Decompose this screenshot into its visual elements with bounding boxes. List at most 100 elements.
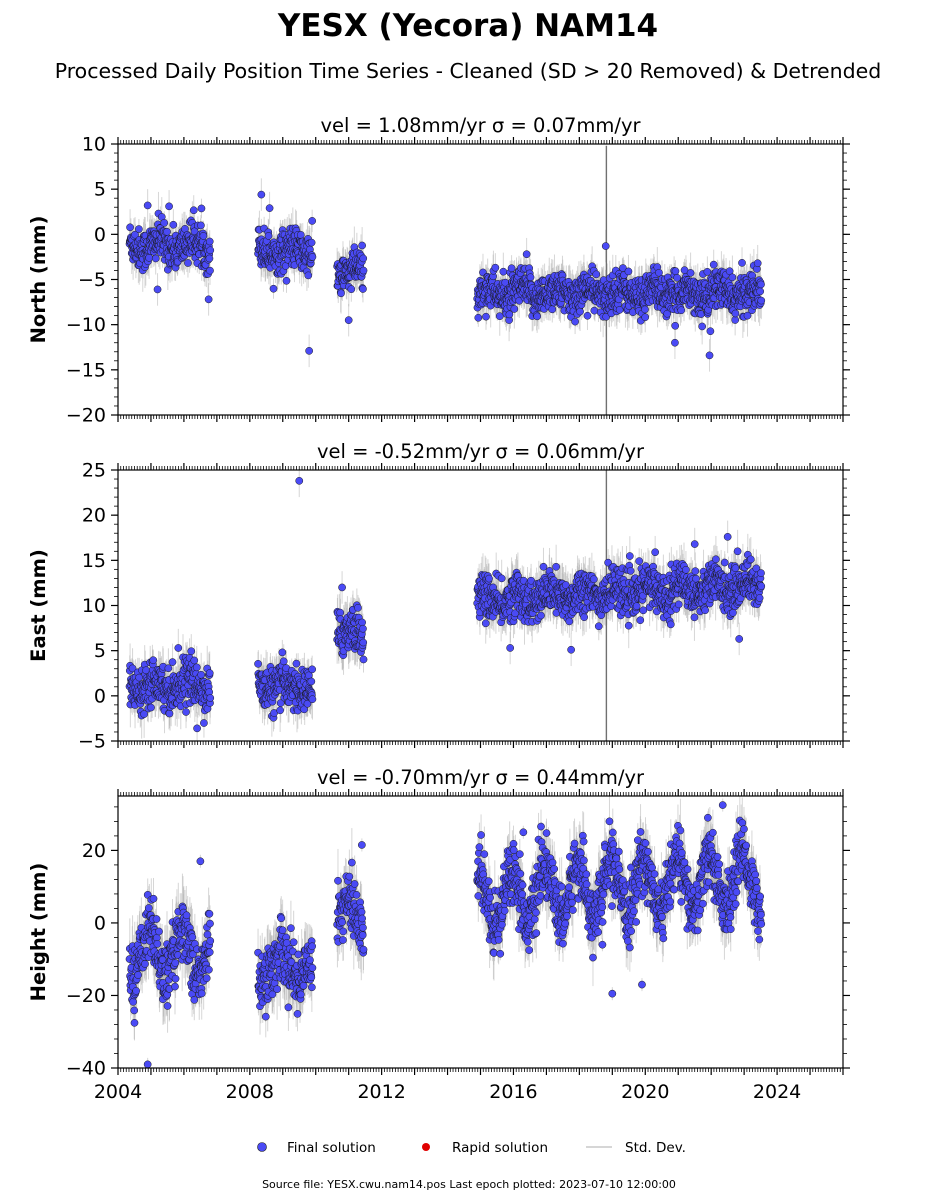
data-point (738, 259, 746, 267)
y-tick-label: −15 (66, 359, 106, 381)
data-point (673, 274, 681, 282)
data-point (265, 204, 274, 212)
data-point (705, 351, 714, 360)
data-point (169, 220, 178, 229)
data-point (677, 306, 686, 315)
data-point (571, 317, 579, 326)
data-point (491, 263, 500, 272)
data-point (533, 312, 542, 321)
data-point (264, 232, 273, 240)
panel-title: vel = 1.08mm/yr σ = 0.07mm/yr (320, 114, 641, 137)
data-point (671, 267, 680, 275)
data-point (495, 312, 504, 321)
data-point (731, 309, 740, 318)
data-point (698, 322, 706, 331)
data-point (482, 312, 490, 321)
data-point (522, 250, 531, 259)
data-point (308, 253, 317, 261)
data-point (308, 217, 317, 225)
data-point (143, 201, 152, 210)
data-point (728, 273, 737, 282)
data-point (359, 285, 367, 293)
data-point (160, 219, 169, 227)
data-point (624, 267, 633, 276)
data-point (205, 254, 214, 263)
data-point (526, 273, 535, 282)
data-point (641, 313, 650, 322)
data-point (505, 310, 514, 319)
data-point (126, 223, 134, 232)
data-point (145, 253, 153, 262)
data-point (305, 347, 313, 355)
plot-area (125, 145, 766, 415)
data-point (344, 316, 353, 324)
data-point (671, 321, 680, 330)
data-point (131, 230, 139, 239)
data-point (165, 202, 173, 211)
data-point (205, 237, 214, 246)
data-point (671, 338, 679, 347)
data-point (576, 307, 584, 316)
y-axis-label: East (mm) (27, 549, 50, 662)
data-point (163, 227, 171, 236)
y-tick-label: −10 (66, 314, 106, 336)
y-tick-label: −20 (66, 405, 106, 427)
data-point (507, 264, 516, 273)
data-point (548, 305, 557, 314)
y-tick-label: 0 (94, 224, 106, 246)
data-point (358, 241, 366, 250)
data-point (655, 268, 663, 277)
data-point (757, 296, 766, 305)
data-point (197, 221, 205, 230)
data-point (269, 284, 278, 293)
data-point (601, 242, 610, 250)
data-point (257, 190, 266, 199)
y-axis-label: North (mm) (27, 216, 50, 344)
data-point (199, 232, 208, 240)
data-point (663, 309, 672, 318)
y-tick-label: −5 (78, 269, 106, 291)
data-point (307, 238, 316, 247)
data-point (204, 295, 213, 304)
data-point (347, 285, 356, 293)
data-point (499, 267, 508, 276)
data-point (153, 285, 162, 294)
data-point (197, 204, 206, 213)
data-point (757, 280, 765, 289)
data-point (641, 305, 649, 314)
data-point (753, 259, 762, 268)
data-point (590, 306, 599, 315)
data-point (135, 225, 143, 233)
figure-title: YESX (Yecora) NAM14 (277, 8, 658, 44)
data-point (474, 313, 483, 322)
data-point (206, 246, 215, 255)
data-point (686, 269, 695, 277)
data-point (337, 289, 345, 298)
data-point (151, 254, 160, 263)
data-point (304, 271, 313, 280)
data-point (709, 260, 718, 269)
y-tick-label: 10 (82, 134, 106, 156)
data-point (743, 311, 752, 320)
data-point (296, 231, 305, 239)
data-point (706, 327, 715, 336)
data-point (359, 266, 368, 275)
figure-subtitle: Processed Daily Position Time Series - C… (55, 59, 882, 83)
data-point (756, 287, 765, 296)
data-point (189, 206, 198, 215)
data-point (703, 268, 712, 276)
data-point (206, 266, 214, 275)
panel-title: vel = -0.52mm/yr σ = 0.06mm/yr (317, 440, 645, 463)
data-point (731, 316, 739, 324)
data-point (583, 311, 592, 320)
data-point (282, 276, 291, 285)
y-tick-label: 5 (94, 179, 106, 201)
data-point (592, 270, 601, 279)
plot-area (125, 470, 766, 741)
data-point (359, 254, 368, 263)
data-point (510, 305, 519, 313)
